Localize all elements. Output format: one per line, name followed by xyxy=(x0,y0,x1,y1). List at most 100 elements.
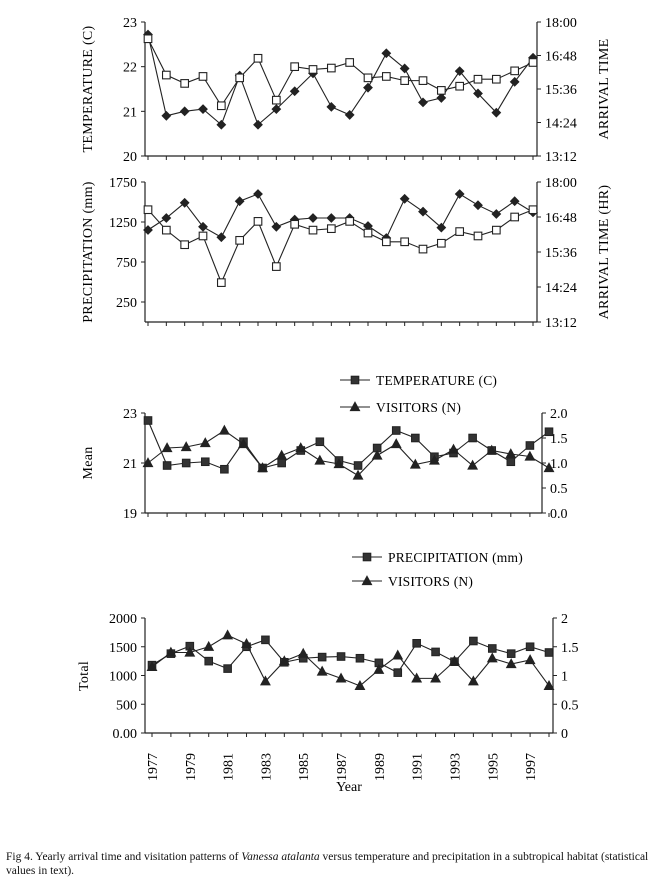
series-2-point xyxy=(316,665,328,676)
series-1-point xyxy=(161,110,172,121)
series-2-point xyxy=(271,262,281,271)
series-1-point xyxy=(308,213,318,223)
series-1-point xyxy=(544,648,554,657)
series-1-point xyxy=(491,209,502,219)
series-2-point xyxy=(198,231,208,241)
y-tick-label: 23 xyxy=(123,16,137,31)
y-tick-label: 21 xyxy=(123,105,137,120)
x-axis-title: Year xyxy=(336,780,362,795)
series-1-point xyxy=(381,48,392,59)
x-tick-label: 1981 xyxy=(222,753,237,781)
series-1-point xyxy=(473,200,483,211)
series-1-point xyxy=(431,647,440,657)
series-2-point xyxy=(180,79,190,88)
y2-tick-label: 2 xyxy=(561,612,568,627)
y-axis-title: Mean xyxy=(81,446,96,479)
series-2-point xyxy=(161,70,171,80)
series-2-point xyxy=(278,655,290,666)
series-2-point xyxy=(203,640,215,651)
series-2-point xyxy=(486,444,498,455)
series-1-point xyxy=(454,66,465,77)
series-2-point xyxy=(436,86,446,95)
y-tick-label: 1500 xyxy=(109,641,137,656)
series-2-point xyxy=(143,34,153,44)
series-2-point xyxy=(326,63,336,73)
series-1-point xyxy=(436,93,447,103)
series-2-line xyxy=(147,38,534,107)
series-2-point xyxy=(253,53,263,63)
series-1-point xyxy=(143,416,153,425)
series-1-point xyxy=(469,636,478,646)
series-2-point xyxy=(510,66,520,76)
x-tick-label: 1979 xyxy=(184,753,199,781)
series-2-point xyxy=(165,646,177,657)
series-1-point xyxy=(506,649,516,658)
series-1-point xyxy=(509,196,520,207)
y2-tick-label: 0.5 xyxy=(561,698,579,713)
series-2-point xyxy=(510,212,520,222)
series-1-point xyxy=(234,196,245,207)
series-1-point xyxy=(326,213,337,223)
series-2-point xyxy=(253,217,263,226)
x-tick-label: 1985 xyxy=(297,753,312,781)
x-tick-label: 1989 xyxy=(373,753,388,781)
series-1-point xyxy=(487,644,497,653)
series-1-point xyxy=(525,441,535,450)
y2-tick-label: 14:24 xyxy=(545,281,577,296)
series-1-point xyxy=(411,433,420,443)
series-2-line xyxy=(147,429,550,477)
series-1-point xyxy=(261,635,270,645)
x-tick-label: 1987 xyxy=(335,753,350,781)
series-1-point xyxy=(399,63,410,74)
series-1-point xyxy=(161,213,172,223)
series-1-point xyxy=(179,106,190,117)
y2-tick-label: 0.5 xyxy=(550,482,568,497)
series-1-point xyxy=(412,639,421,648)
legend-label: PRECIPITATION (mm) xyxy=(388,550,523,565)
y2-tick-label: 1.5 xyxy=(561,641,579,656)
series-1-point xyxy=(491,107,502,118)
series-1-point xyxy=(506,457,516,467)
y2-axis-title: ARRIVAL TIME (HR) xyxy=(597,185,612,320)
series-1-point xyxy=(162,461,172,470)
series-1-point xyxy=(271,104,282,115)
series-2-point xyxy=(290,219,300,229)
y2-tick-label: 2.0 xyxy=(550,407,568,422)
series-1-point xyxy=(198,104,208,115)
series-2-point xyxy=(335,672,347,683)
series-1-point xyxy=(436,222,447,233)
y-tick-label: 0.00 xyxy=(113,727,138,742)
series-1-point xyxy=(363,82,373,93)
series-2-point xyxy=(467,675,479,686)
series-2-point xyxy=(314,454,326,465)
y2-tick-label: 18:00 xyxy=(545,16,577,31)
series-2-point xyxy=(238,438,249,449)
series-2-point xyxy=(180,441,192,452)
series-1-line xyxy=(147,193,534,239)
series-1-point xyxy=(198,221,208,232)
x-tick-label: 1991 xyxy=(411,753,426,781)
legend-marker xyxy=(349,401,361,412)
series-2-point xyxy=(297,647,309,658)
y-tick-label: 2000 xyxy=(109,612,137,627)
series-1-point xyxy=(399,193,410,204)
series-2-point xyxy=(184,646,196,657)
x-tick-label: 1997 xyxy=(524,753,539,781)
y-tick-label: 1250 xyxy=(109,216,137,231)
series-2-point xyxy=(276,449,288,460)
series-2-point xyxy=(455,81,465,91)
y2-axis-title: ARRIVAL TIME xyxy=(597,39,612,140)
series-2-point xyxy=(473,231,483,241)
series-2-point xyxy=(491,225,501,235)
y2-tick-label: 16:48 xyxy=(545,50,577,65)
series-2-point xyxy=(235,235,245,245)
figure-caption: Fig 4. Yearly arrival time and visitatio… xyxy=(6,850,654,878)
series-1-point xyxy=(454,189,465,199)
series-2-point xyxy=(352,469,364,480)
series-2-point xyxy=(473,74,483,84)
series-2-point xyxy=(271,95,281,105)
y2-tick-label: 18:00 xyxy=(545,176,577,191)
series-2-point xyxy=(491,74,501,84)
series-1-point xyxy=(277,458,286,468)
series-2-point xyxy=(143,205,153,215)
